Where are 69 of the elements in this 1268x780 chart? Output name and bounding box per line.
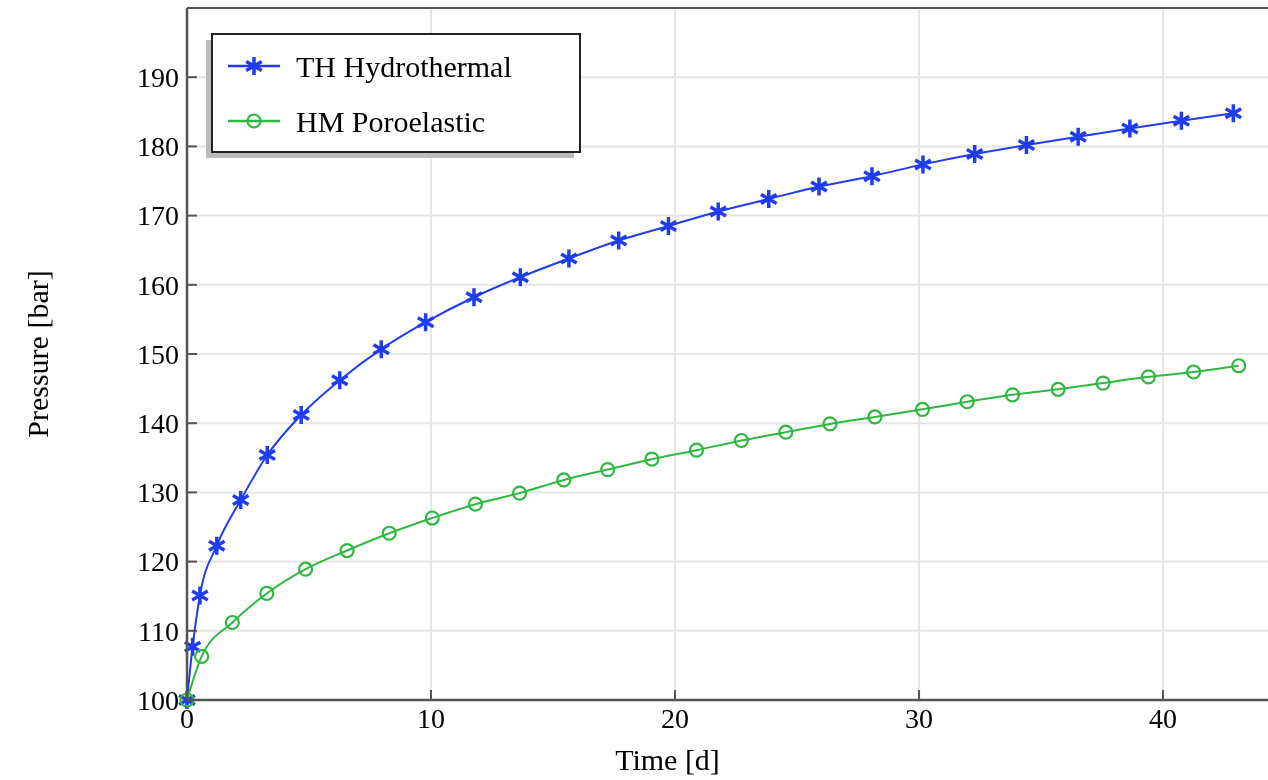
- point: [688, 442, 705, 458]
- point: [231, 489, 251, 511]
- point: [1231, 358, 1247, 374]
- point: [416, 311, 436, 333]
- y-tick-label: 120: [137, 546, 179, 578]
- point: [1171, 110, 1191, 132]
- point: [259, 585, 275, 602]
- point: [1050, 381, 1066, 397]
- legend-label: HM Poroelastic: [296, 104, 486, 138]
- point: [959, 394, 975, 410]
- point: [207, 534, 227, 557]
- point: [330, 369, 350, 392]
- point: [1223, 102, 1243, 124]
- point: [190, 584, 210, 607]
- point: [658, 215, 678, 237]
- point: [224, 614, 240, 631]
- y-tick-label: 140: [137, 408, 179, 439]
- x-tick-label: 40: [1149, 703, 1178, 734]
- point: [809, 175, 829, 198]
- point: [913, 153, 933, 176]
- point: [1004, 387, 1021, 403]
- x-tick-label: 30: [905, 703, 934, 734]
- point: [297, 561, 314, 577]
- point: [464, 286, 484, 309]
- point: [1068, 125, 1088, 148]
- y-tick-label: 190: [137, 62, 179, 93]
- point: [291, 404, 311, 426]
- x-tick-label: 0: [180, 703, 194, 734]
- point: [822, 416, 838, 432]
- point: [708, 200, 728, 223]
- point: [644, 451, 660, 467]
- point: [467, 496, 484, 512]
- y-tick-label: 150: [137, 338, 179, 370]
- point: [867, 409, 883, 425]
- point: [778, 424, 794, 440]
- x-axis-title: Time [d]: [615, 743, 720, 776]
- y-tick-label: 180: [137, 131, 179, 163]
- x-tick-label: 20: [661, 703, 690, 734]
- y-tick-label: 130: [137, 477, 179, 509]
- point: [183, 635, 203, 658]
- point: [1016, 134, 1036, 156]
- point: [512, 485, 528, 501]
- point: [339, 542, 355, 559]
- point: [914, 401, 931, 417]
- point: [381, 525, 397, 541]
- point: [609, 229, 629, 252]
- point: [1120, 117, 1140, 140]
- y-tick-label: 160: [137, 269, 179, 301]
- x-tick-label: 10: [417, 703, 446, 734]
- point: [600, 461, 616, 478]
- point: [862, 165, 882, 187]
- point: [194, 648, 210, 664]
- point: [733, 432, 750, 449]
- y-tick-label: 110: [138, 615, 179, 647]
- point: [759, 188, 779, 210]
- point: [1140, 369, 1157, 385]
- point: [1185, 364, 1202, 380]
- point: [257, 444, 277, 466]
- y-axis-title: Pressure [bar]: [21, 270, 54, 438]
- point: [556, 472, 572, 488]
- point: [510, 266, 530, 288]
- legend-label: TH Hydrothermal: [296, 49, 512, 83]
- point: [559, 247, 579, 270]
- y-tick-label: 100: [137, 684, 179, 716]
- point: [371, 338, 391, 360]
- y-tick-label: 170: [137, 200, 179, 232]
- point: [1095, 375, 1111, 391]
- point: [965, 143, 985, 165]
- point: [424, 510, 440, 526]
